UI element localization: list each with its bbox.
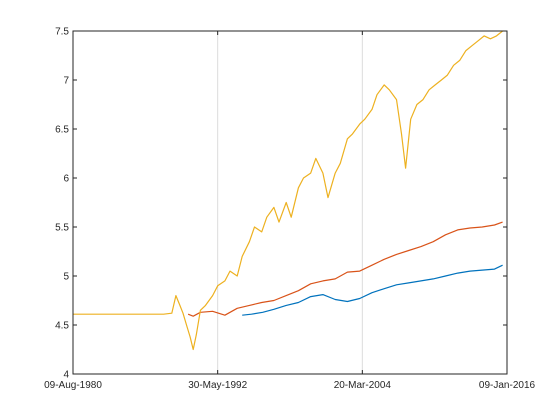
y-tick-label: 6: [63, 174, 69, 185]
y-tick-label: 5.5: [55, 223, 69, 234]
grid-layer: [217, 31, 363, 374]
series-line-1: [242, 264, 503, 316]
tick-label-layer: 09-Aug-1980 30-May-1992 20-Mar-2004 09-Jan-…: [44, 27, 535, 392]
y-tick-label: 7: [63, 76, 69, 87]
x-tick-label: 30-May-1992: [188, 380, 247, 391]
series-layer: [73, 30, 503, 351]
y-tick-label: 4: [63, 370, 69, 381]
x-tick-label: 09-Jan-2016: [479, 380, 536, 391]
series-line-3: [73, 30, 503, 351]
y-tick-label: 6.5: [55, 125, 69, 136]
y-tick-label: 5: [63, 272, 69, 283]
y-tick-label: 7.5: [55, 27, 69, 38]
y-tick-label: 4.5: [55, 321, 69, 332]
x-tick-label: 20-Mar-2004: [334, 380, 392, 391]
tick-layer: [72, 30, 508, 375]
plot-area-frame: [72, 30, 508, 375]
series-line-2: [187, 221, 503, 317]
x-tick-label: 09-Aug-1980: [44, 380, 102, 391]
